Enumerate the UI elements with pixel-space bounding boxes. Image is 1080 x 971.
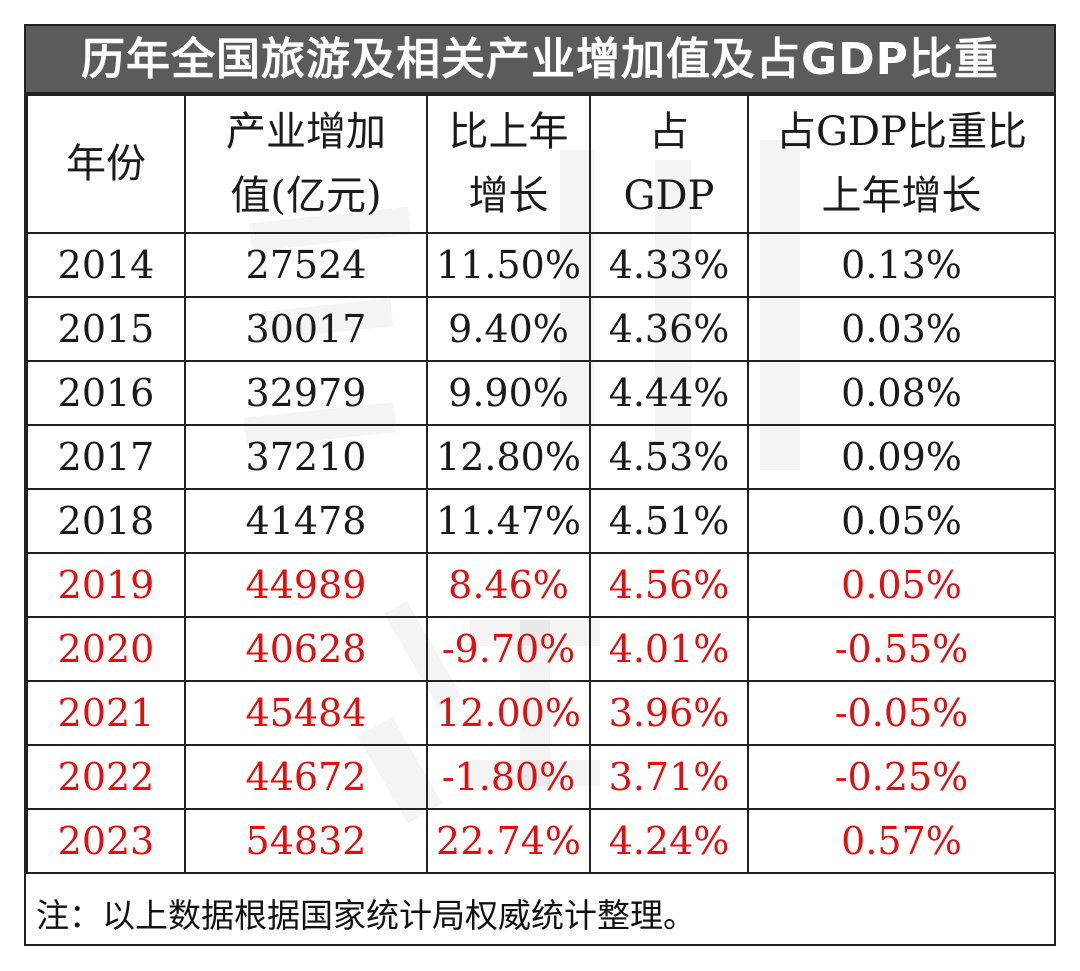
cell-share: 4.51% <box>589 488 749 554</box>
table-row-highlight: 2020 40628 -9.70% 4.01% -0.55% <box>26 616 1056 682</box>
table-row: 2017 37210 12.80% 4.53% 0.09% <box>26 424 1056 490</box>
table-row-highlight: 2021 45484 12.00% 3.96% -0.05% <box>26 680 1056 746</box>
cell-share-growth: -0.05% <box>747 680 1056 746</box>
cell-growth: 11.47% <box>426 488 591 554</box>
cell-value: 27524 <box>184 232 428 298</box>
cell-value: 41478 <box>184 488 428 554</box>
cell-value: 44672 <box>184 744 428 810</box>
header-value: 产业增加 值(亿元) <box>184 94 428 234</box>
table-row-highlight: 2019 44989 8.46% 4.56% 0.05% <box>26 552 1056 618</box>
cell-share: 4.24% <box>589 808 749 874</box>
table-row: 2016 32979 9.90% 4.44% 0.08% <box>26 360 1056 426</box>
cell-share-growth: 0.57% <box>747 808 1056 874</box>
cell-year: 2017 <box>26 424 186 490</box>
table-row-highlight: 2022 44672 -1.80% 3.71% -0.25% <box>26 744 1056 810</box>
cell-value: 32979 <box>184 360 428 426</box>
cell-year: 2020 <box>26 616 186 682</box>
table-row-highlight: 2023 54832 22.74% 4.24% 0.57% <box>26 808 1056 874</box>
cell-share: 4.33% <box>589 232 749 298</box>
cell-year: 2021 <box>26 680 186 746</box>
cell-growth: 11.50% <box>426 232 591 298</box>
cell-share-growth: 0.13% <box>747 232 1056 298</box>
cell-growth: 22.74% <box>426 808 591 874</box>
cell-share-growth: 0.05% <box>747 552 1056 618</box>
cell-share-growth: 0.08% <box>747 360 1056 426</box>
cell-growth: -1.80% <box>426 744 591 810</box>
cell-share-growth: 0.05% <box>747 488 1056 554</box>
cell-value: 54832 <box>184 808 428 874</box>
cell-year: 2015 <box>26 296 186 362</box>
cell-share: 4.01% <box>589 616 749 682</box>
cell-growth: 12.00% <box>426 680 591 746</box>
cell-growth: 9.90% <box>426 360 591 426</box>
cell-growth: 9.40% <box>426 296 591 362</box>
cell-share: 4.53% <box>589 424 749 490</box>
header-growth: 比上年 增长 <box>426 94 591 234</box>
cell-year: 2018 <box>26 488 186 554</box>
cell-year: 2016 <box>26 360 186 426</box>
cell-growth: -9.70% <box>426 616 591 682</box>
cell-share: 4.36% <box>589 296 749 362</box>
table-title: 历年全国旅游及相关产业增加值及占GDP比重 <box>26 26 1054 94</box>
header-share: 占 GDP <box>589 94 749 234</box>
cell-value: 45484 <box>184 680 428 746</box>
tourism-value-table: 年份 产业增加 值(亿元) 比上年 增长 占 GDP 占GDP比重比 上年增长 2014… <box>26 94 1056 874</box>
cell-growth: 8.46% <box>426 552 591 618</box>
cell-value: 37210 <box>184 424 428 490</box>
header-year: 年份 <box>26 94 186 234</box>
footnote: 注：以上数据根据国家统计局权威统计整理。 <box>36 896 696 935</box>
header-row: 年份 产业增加 值(亿元) 比上年 增长 占 GDP 占GDP比重比 上年增长 <box>26 94 1056 234</box>
cell-year: 2014 <box>26 232 186 298</box>
cell-value: 44989 <box>184 552 428 618</box>
cell-share-growth: 0.03% <box>747 296 1056 362</box>
cell-share: 3.71% <box>589 744 749 810</box>
cell-share: 4.56% <box>589 552 749 618</box>
cell-year: 2023 <box>26 808 186 874</box>
cell-year: 2022 <box>26 744 186 810</box>
cell-value: 40628 <box>184 616 428 682</box>
table-row: 2015 30017 9.40% 4.36% 0.03% <box>26 296 1056 362</box>
header-share-growth: 占GDP比重比 上年增长 <box>747 94 1056 234</box>
cell-share-growth: -0.55% <box>747 616 1056 682</box>
table-row: 2014 27524 11.50% 4.33% 0.13% <box>26 232 1056 298</box>
cell-value: 30017 <box>184 296 428 362</box>
cell-year: 2019 <box>26 552 186 618</box>
cell-share-growth: -0.25% <box>747 744 1056 810</box>
cell-share: 3.96% <box>589 680 749 746</box>
table-row: 2018 41478 11.47% 4.51% 0.05% <box>26 488 1056 554</box>
cell-share-growth: 0.09% <box>747 424 1056 490</box>
cell-growth: 12.80% <box>426 424 591 490</box>
cell-share: 4.44% <box>589 360 749 426</box>
